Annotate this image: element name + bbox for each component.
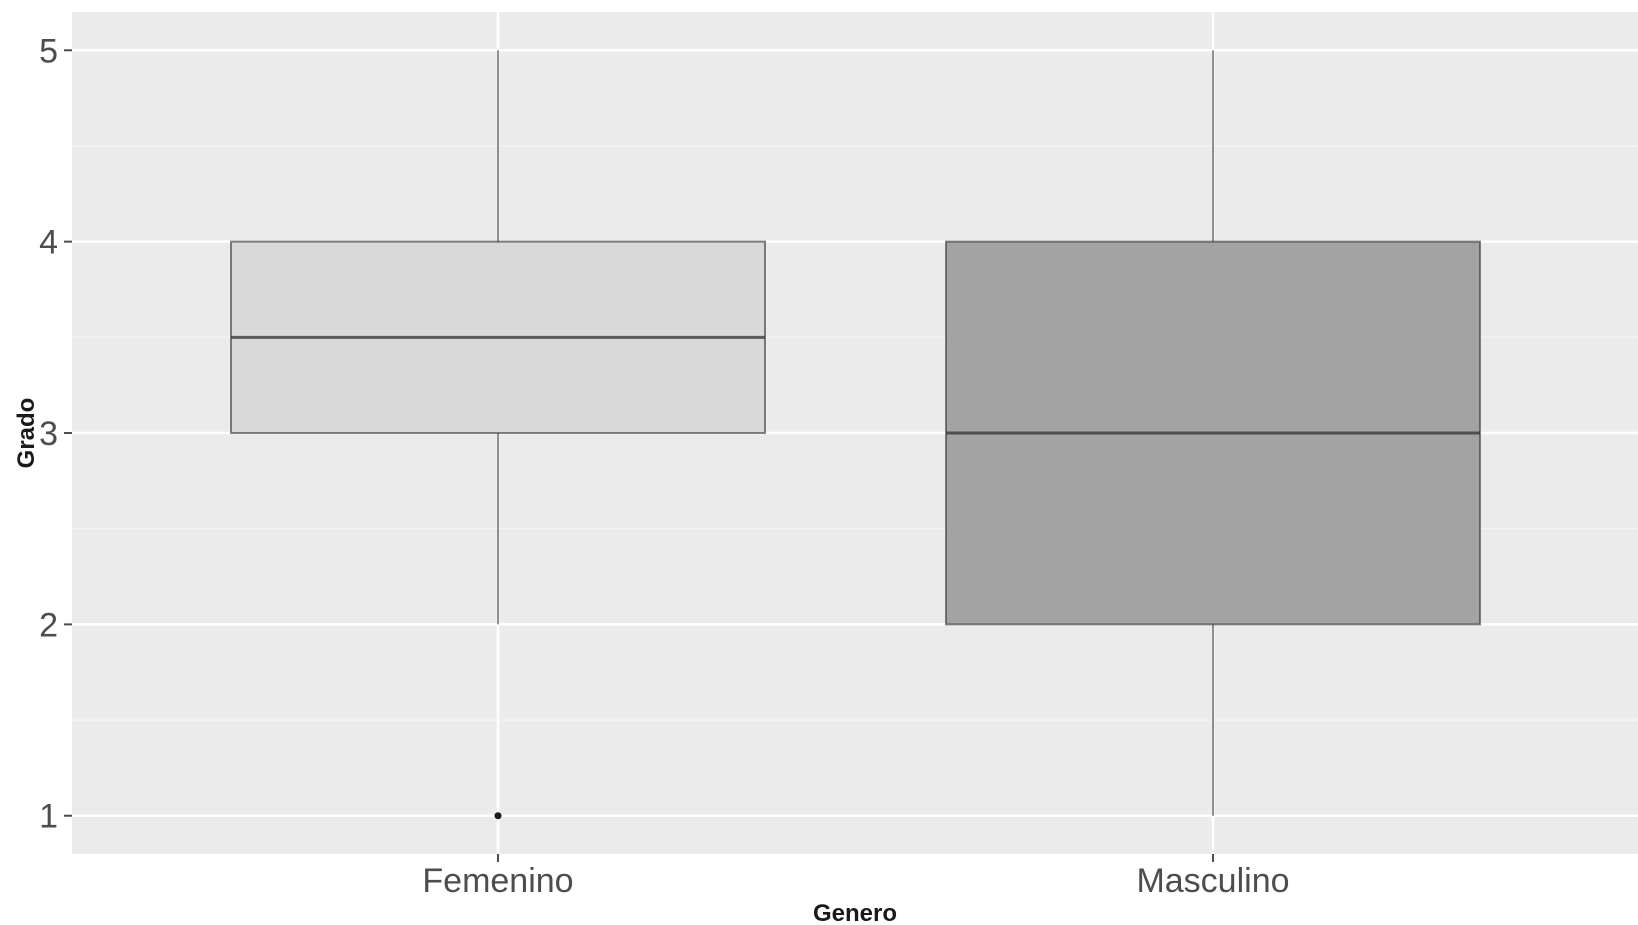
y-tick-label: 1 (39, 798, 58, 836)
box-masculino (945, 50, 1481, 816)
y-axis-ticks: 1 2 3 4 5 (39, 32, 72, 836)
y-axis-title: Grado (13, 398, 40, 469)
x-axis-title: Genero (813, 900, 897, 925)
x-axis-ticks: Femenino Masculino (422, 854, 1290, 900)
box-femenino (230, 50, 766, 820)
x-tick-label: Masculino (1136, 862, 1289, 900)
y-tick-label: 3 (39, 415, 58, 453)
y-tick-label: 5 (39, 32, 58, 70)
y-tick-label: 2 (39, 606, 58, 644)
x-tick-label: Femenino (422, 862, 573, 900)
outlier-point (494, 812, 502, 820)
boxes-layer (230, 50, 1481, 820)
y-tick-label: 4 (39, 224, 58, 262)
